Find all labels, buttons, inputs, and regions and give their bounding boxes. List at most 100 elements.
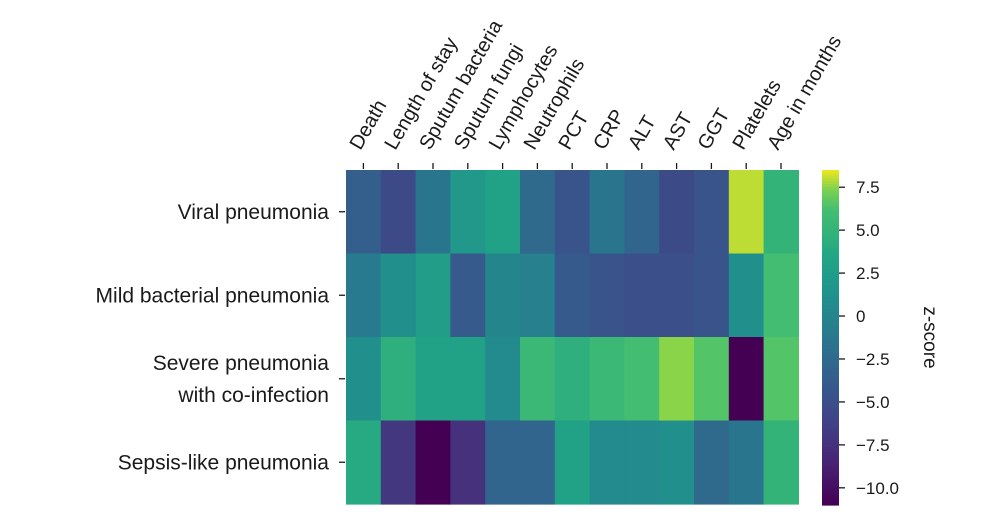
heatmap-cell	[520, 253, 556, 338]
colorbar-segment	[822, 343, 839, 347]
colorbar-segment	[822, 317, 839, 322]
heatmap-cell	[554, 420, 591, 505]
heatmap-cell	[624, 420, 660, 505]
colorbar-segment	[822, 203, 839, 207]
colorbar-segment	[822, 284, 839, 288]
colorbar-tick-label: −10.0	[856, 479, 899, 498]
heatmap-cell	[450, 337, 486, 422]
heatmap-cell	[380, 253, 417, 338]
colorbar-segment	[822, 253, 839, 258]
colorbar-segment	[822, 276, 839, 280]
colorbar-segment	[822, 359, 839, 364]
row-labels: Viral pneumonia Mild bacterial pneumonia S…	[96, 201, 345, 474]
heatmap-cell	[763, 337, 799, 422]
heatmap-cell	[415, 337, 451, 422]
heatmap-cell	[415, 253, 451, 338]
colorbar-segment	[822, 281, 839, 286]
heatmap-cell	[520, 420, 556, 505]
colorbar-segment	[822, 217, 839, 221]
colorbar-segment	[822, 301, 839, 305]
colorbar-segment	[822, 373, 839, 378]
colorbar-segment	[822, 239, 839, 244]
colorbar-tick-label: 0	[856, 307, 865, 326]
heatmap-cell	[520, 170, 556, 255]
heatmap-cell	[485, 337, 521, 422]
colorbar-tick-label: 2.5	[856, 264, 880, 283]
heatmap-cell	[554, 253, 591, 338]
colorbar-segment	[822, 451, 839, 456]
heatmap-cell	[450, 170, 486, 255]
heatmap-cell	[415, 170, 451, 255]
heatmap-cell	[624, 253, 660, 338]
colorbar-segment	[822, 348, 839, 353]
colorbar-segment	[822, 482, 839, 487]
colorbar-segment	[822, 262, 839, 266]
colorbar-segment	[822, 170, 839, 174]
row-label: with co-infection	[177, 384, 329, 407]
heatmap-cell	[659, 170, 695, 255]
heatmap-cell	[589, 170, 625, 255]
colorbar-segment	[822, 410, 839, 414]
colorbar-segment	[822, 382, 839, 386]
heatmap-cell	[520, 337, 556, 422]
colorbar-segment	[822, 209, 839, 213]
heatmap-cell	[694, 420, 730, 505]
colorbar-segment	[822, 371, 839, 375]
colorbar-segment	[822, 242, 839, 246]
colorbar-segment	[822, 231, 839, 235]
colorbar-segment	[822, 426, 839, 431]
colorbar-segment	[822, 393, 839, 397]
colorbar-segment	[822, 449, 839, 453]
heatmap-cell	[763, 420, 799, 505]
colorbar-segment	[822, 387, 839, 392]
heatmap-cell	[659, 337, 695, 422]
heatmap-cell	[485, 170, 521, 255]
colorbar-segment	[822, 306, 839, 311]
heatmap-cell	[346, 420, 382, 505]
colorbar-segment	[822, 214, 839, 219]
colorbar-segment	[822, 334, 839, 339]
heatmap-cell	[380, 170, 417, 255]
heatmap-cell	[624, 337, 660, 422]
colorbar-segment	[822, 421, 839, 425]
colorbar-segment	[822, 337, 839, 341]
heatmap-cell	[346, 253, 382, 338]
colorbar-segment	[822, 295, 839, 300]
colorbar-segment	[822, 446, 839, 450]
heatmap-cell	[624, 170, 660, 255]
colorbar-segment	[822, 418, 839, 422]
colorbar-segment	[822, 460, 839, 464]
colorbar-segment	[822, 192, 839, 196]
row-label: Mild bacterial pneumonia	[96, 284, 330, 307]
heatmap-cell	[589, 337, 625, 422]
colorbar-segment	[822, 440, 839, 445]
heatmap-cell	[728, 420, 765, 505]
colorbar-segment	[822, 326, 839, 330]
colorbar-segment	[822, 175, 839, 179]
heatmap-cell	[763, 170, 799, 255]
colorbar-segment	[822, 454, 839, 459]
colorbar-segment	[822, 432, 839, 436]
colorbar-segment	[822, 471, 839, 475]
colorbar-segment	[822, 429, 839, 434]
colorbar-segment	[822, 384, 839, 389]
colorbar-segment	[822, 256, 839, 260]
colorbar-segment	[822, 206, 839, 210]
colorbar-segment	[822, 477, 839, 481]
colorbar-segment	[822, 379, 839, 383]
colorbar-segment	[822, 189, 839, 193]
heatmap-cell	[659, 420, 695, 505]
colorbar-segment	[822, 474, 839, 478]
colorbar-segment	[822, 329, 839, 333]
colorbar-segment	[822, 424, 839, 428]
colorbar-segment	[822, 485, 839, 489]
colorbar-segment	[822, 200, 839, 205]
colorbar-segment	[822, 468, 839, 473]
colorbar-segment	[822, 398, 839, 403]
colorbar-segment	[822, 354, 839, 358]
column-label: CRP	[589, 106, 629, 154]
heatmap-cell	[346, 337, 382, 422]
colorbar-segment	[822, 270, 839, 274]
colorbar-segment	[822, 499, 839, 503]
heatmap-cells	[346, 170, 799, 505]
